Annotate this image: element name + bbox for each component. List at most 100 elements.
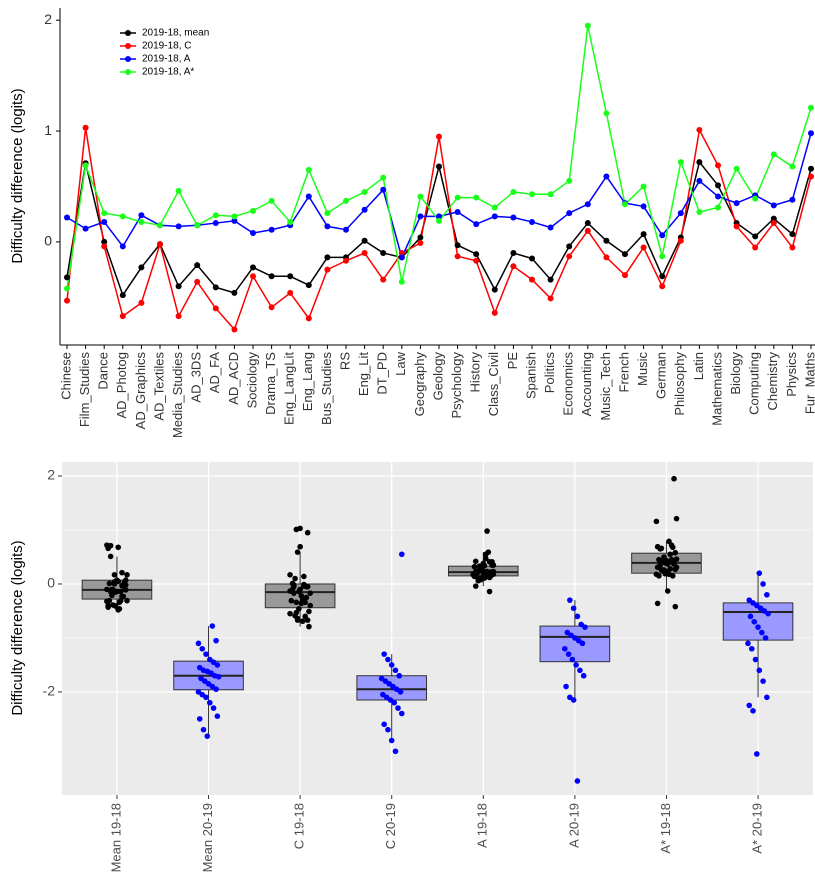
data-point (212, 220, 219, 227)
jitter-point (288, 597, 295, 604)
jitter-point (755, 624, 761, 630)
jitter-point (203, 694, 209, 701)
data-point (770, 202, 777, 209)
data-point (640, 244, 647, 251)
jitter-point (200, 726, 207, 733)
jitter-point (662, 560, 669, 566)
jitter-point (483, 551, 489, 558)
data-point (491, 309, 498, 316)
jitter-point (653, 571, 660, 578)
jitter-point (124, 597, 130, 604)
data-point (789, 231, 796, 238)
jitter-point (472, 558, 479, 565)
jitter-point (673, 556, 680, 562)
data-point (82, 162, 89, 169)
data-point (566, 243, 573, 250)
data-point (510, 189, 517, 196)
data-point (547, 295, 554, 302)
jitter-point (480, 560, 487, 567)
jitter-point (760, 678, 766, 684)
data-point (566, 210, 573, 217)
legend-marker (125, 69, 131, 75)
data-point (268, 304, 275, 311)
jitter-point (395, 705, 401, 711)
data-point (231, 217, 238, 224)
legend-label: 2019-18, A (142, 54, 191, 65)
x-tick-label: Spanish (523, 352, 538, 399)
jitter-point (304, 529, 311, 536)
jitter-point (483, 555, 489, 562)
x-tick-label: Geography (412, 352, 427, 417)
series-line (66, 133, 812, 260)
x-tick-label: Eng_LangLit (282, 352, 297, 425)
data-point (119, 243, 126, 250)
x-tick-label: Accounting (579, 352, 594, 416)
jitter-point (392, 667, 399, 674)
jitter-point (748, 645, 755, 652)
data-point (622, 251, 628, 258)
data-point (622, 201, 628, 208)
data-point (436, 163, 442, 170)
x-tick-label: Film_Studies (77, 352, 92, 428)
data-point (696, 159, 703, 166)
data-point (473, 257, 480, 264)
jitter-point (756, 570, 763, 576)
data-point (808, 104, 814, 111)
x-tick-label: Chemistry (765, 352, 780, 411)
data-point (305, 193, 312, 200)
data-point (417, 240, 424, 247)
data-point (640, 183, 647, 190)
jitter-point (287, 610, 293, 617)
data-point (343, 226, 349, 233)
x-tick-label: Law (393, 351, 408, 375)
data-point (436, 213, 442, 220)
data-point (770, 151, 777, 158)
jitter-point (214, 662, 221, 668)
x-tick-label: Dance (96, 352, 111, 390)
jitter-point (759, 629, 765, 636)
jitter-point (562, 645, 568, 652)
data-point (547, 224, 554, 231)
data-point (659, 273, 666, 280)
jitter-point (579, 640, 586, 647)
data-point (101, 218, 108, 225)
x-tick-label: Geology (430, 352, 445, 401)
data-point (64, 274, 70, 281)
data-point (659, 283, 666, 290)
data-point (584, 227, 591, 234)
y-tick-label: 1 (44, 122, 52, 138)
jitter-point (291, 583, 297, 590)
jitter-point (199, 645, 206, 652)
data-point (175, 187, 182, 194)
data-point (417, 213, 424, 220)
jitter-point (293, 599, 300, 606)
jitter-point (760, 581, 766, 587)
jitter-point (385, 656, 391, 663)
y-tick-label: 0 (44, 233, 52, 249)
x-tick-label: French (616, 352, 631, 392)
jitter-point (672, 566, 679, 573)
jitter-point (381, 721, 387, 728)
data-point (584, 220, 591, 227)
jitter-point (573, 662, 579, 668)
data-point (715, 182, 721, 189)
x-tick-label: AD_3DS (189, 352, 204, 403)
x-tick-label: German (654, 352, 669, 399)
data-point (212, 284, 219, 291)
x-tick-label: Music (635, 352, 650, 386)
jitter-point (106, 580, 113, 587)
x-tick-label: Sociology (244, 352, 259, 409)
y-tick-label: 0 (47, 575, 55, 591)
data-point (454, 208, 461, 215)
data-point (603, 237, 610, 244)
jitter-point (669, 544, 676, 551)
data-point (343, 197, 349, 204)
jitter-point (672, 549, 679, 556)
jitter-point (569, 656, 576, 663)
jitter-point (653, 518, 660, 525)
jitter-point (306, 623, 312, 630)
x-tick-label: Philosophy (672, 352, 687, 416)
legend-label: 2019-18, mean (142, 28, 209, 39)
x-tick-label: AD_FA (207, 352, 222, 394)
